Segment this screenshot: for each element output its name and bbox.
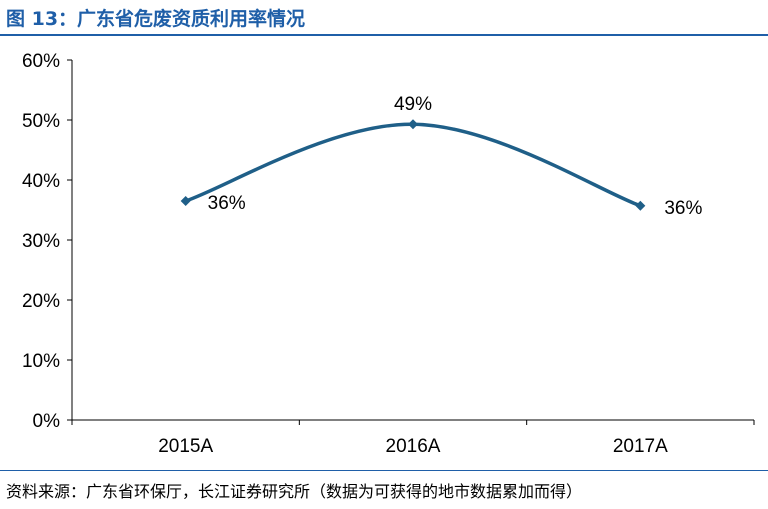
y-tick-label: 20%	[22, 291, 60, 312]
series-line	[183, 122, 643, 208]
data-label: 49%	[394, 94, 432, 115]
source-rule	[0, 470, 768, 471]
y-tick-label: 30%	[22, 231, 60, 252]
x-tick-label: 2017A	[613, 436, 668, 457]
data-label: 36%	[208, 193, 246, 214]
line-chart: 0% 10% 20% 30% 40% 50% 60% 2015A 2016A 2017A 36%…	[22, 51, 755, 457]
x-tick-label: 2016A	[386, 436, 441, 457]
data-point-marker	[408, 119, 418, 130]
source-note: 资料来源：广东省环保厅，长江证券研究所（数据为可获得的地市数据累加而得）	[6, 482, 583, 501]
data-point-marker	[180, 196, 191, 206]
series-group: 36% 49% 36%	[180, 94, 702, 219]
title-rule	[0, 34, 768, 36]
figure-title: 图 13：广东省危废资质利用率情况	[6, 8, 306, 30]
x-axis-ticks: 2015A 2016A 2017A	[71, 420, 755, 457]
data-point-marker	[635, 200, 646, 211]
x-tick-label: 2015A	[158, 436, 213, 457]
y-tick-label: 0%	[33, 411, 61, 432]
y-tick-label: 50%	[22, 111, 60, 132]
data-label: 36%	[664, 198, 702, 219]
y-tick-label: 40%	[22, 171, 60, 192]
y-axis-ticks: 0% 10% 20% 30% 40% 50% 60%	[22, 51, 72, 432]
y-tick-label: 60%	[22, 51, 60, 72]
y-tick-label: 10%	[22, 351, 60, 372]
